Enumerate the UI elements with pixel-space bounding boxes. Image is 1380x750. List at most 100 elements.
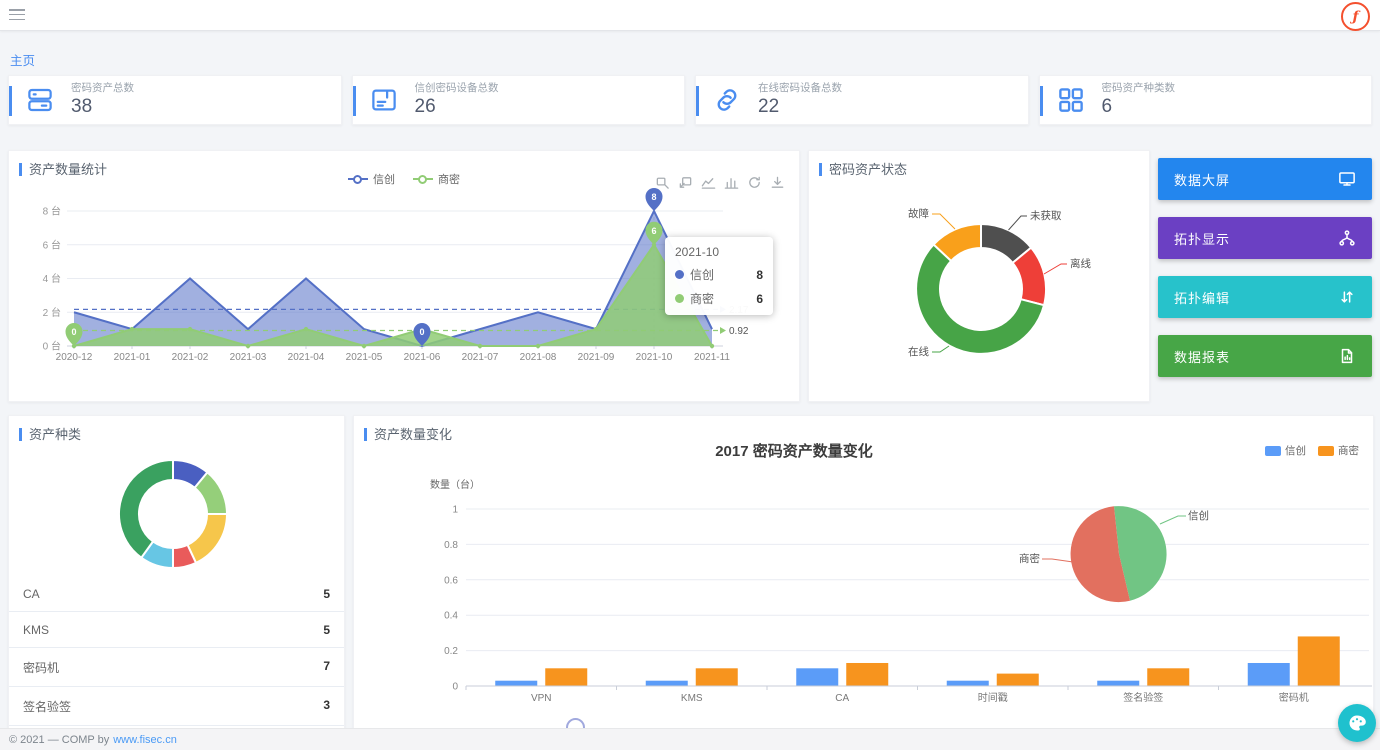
server-icon: [25, 85, 55, 115]
bar-0-0[interactable]: [495, 680, 538, 686]
svg-text:2021-09: 2021-09: [578, 352, 615, 363]
monitor-button[interactable]: 数据大屏: [1158, 158, 1372, 200]
svg-text:6 台: 6 台: [43, 238, 61, 251]
bar-1-4[interactable]: [1147, 668, 1190, 686]
button-label: 拓扑显示: [1174, 231, 1231, 247]
palette-icon: [1349, 715, 1366, 731]
asset-type-row[interactable]: 签名验签 3: [9, 687, 344, 726]
footer: © 2021 — COMP by www.fisec.cn: [0, 728, 1380, 750]
bar-legend-item-1[interactable]: 商密: [1318, 443, 1359, 458]
bar-0-2[interactable]: [796, 668, 839, 686]
stat-cards-row: 密码资产总数 38 信创密码设备总数 26 在线密码设备总数 22 密码资产种类…: [8, 75, 1372, 125]
asset-type-row[interactable]: 密码机 7: [9, 648, 344, 687]
asset-type-row[interactable]: KMS 5: [9, 612, 344, 648]
stat-value: 6: [1101, 95, 1113, 117]
stat-card-0[interactable]: 密码资产总数 38: [8, 75, 342, 125]
card-accent-bar: [1039, 86, 1043, 116]
panel-title-asset-change: 资产数量变化: [364, 424, 452, 443]
legend-item-0[interactable]: 信创: [348, 171, 395, 187]
svg-text:0.92: 0.92: [729, 326, 749, 337]
topology-icon: [1338, 229, 1356, 247]
bar-0-5[interactable]: [1247, 662, 1290, 686]
svg-text:8: 8: [651, 192, 656, 202]
asset-type-count: 5: [323, 587, 330, 601]
report-button[interactable]: 数据报表: [1158, 335, 1372, 377]
svg-text:0: 0: [452, 682, 458, 693]
pie-slice-信创[interactable]: [1114, 506, 1167, 601]
type-slice-5[interactable]: [118, 458, 174, 560]
zoom-reset-icon[interactable]: [678, 175, 693, 195]
line-chart-legend: 信创 商密: [9, 171, 799, 187]
chart-toolbox: [655, 175, 785, 195]
monitor-icon: [1338, 170, 1356, 188]
bar-1-2[interactable]: [846, 662, 889, 686]
link-icon: [712, 85, 742, 115]
legend-item-1[interactable]: 商密: [413, 171, 460, 187]
bar-1-0[interactable]: [545, 668, 588, 686]
series-dot-icon: [675, 294, 684, 303]
footer-link[interactable]: www.fisec.cn: [113, 733, 177, 746]
svg-text:故障: 故障: [908, 207, 929, 220]
svg-text:2021-02: 2021-02: [172, 352, 209, 363]
bar-0-3[interactable]: [946, 680, 989, 686]
bar-0-1[interactable]: [645, 680, 688, 686]
asset-type-name: KMS: [23, 623, 50, 637]
topology-button[interactable]: 拓扑显示: [1158, 217, 1372, 259]
stat-label: 信创密码设备总数: [414, 81, 499, 94]
app-logo[interactable]: ƒ: [1341, 2, 1370, 31]
svg-text:1: 1: [452, 505, 458, 516]
asset-status-panel: 密码资产状态 未获取 离线 在线 故障: [808, 150, 1150, 402]
top-bar: ƒ: [0, 0, 1380, 31]
grid-icon: [1056, 85, 1086, 115]
line-chart-icon[interactable]: [701, 175, 716, 195]
topology-edit-button[interactable]: 拓扑编辑: [1158, 276, 1372, 318]
bar-1-3[interactable]: [996, 673, 1039, 686]
asset-type-count: 3: [323, 698, 330, 712]
breadcrumb-home[interactable]: 主页: [10, 54, 36, 68]
bottom-row: 资产种类 CA5KMS5密码机7签名验签3时间戳4 资产数量变化 2017 密码…: [8, 415, 1374, 750]
card-accent-bar: [696, 86, 699, 116]
bar-1-1[interactable]: [695, 668, 738, 686]
tooltip-row: 信创 8: [675, 266, 763, 283]
bar-chart-title: 2017 密码资产数量变化: [715, 443, 873, 460]
tooltip-row: 商密 6: [675, 290, 763, 307]
topology-edit-icon: [1338, 288, 1356, 306]
status-slice-故障[interactable]: [932, 222, 982, 263]
bar-chart-icon[interactable]: [724, 175, 739, 195]
menu-toggle-icon[interactable]: [9, 9, 25, 21]
svg-text:2021-10: 2021-10: [636, 352, 673, 363]
bar-1-5[interactable]: [1297, 636, 1340, 686]
stat-card-2[interactable]: 在线密码设备总数 22: [695, 75, 1029, 125]
asset-change-bar-chart: 0 0.2 0.4 0.6 0.8 1 数量（台） VPN KMS CA 时间戳 签名验签 密码机 信创商…: [430, 478, 1372, 704]
series-dot-icon: [675, 270, 684, 279]
theme-palette-button[interactable]: [1338, 704, 1376, 742]
svg-text:2020-12: 2020-12: [56, 352, 93, 363]
mark-point: [645, 188, 663, 211]
svg-text:2021-01: 2021-01: [114, 352, 151, 363]
svg-text:0: 0: [71, 327, 76, 337]
asset-types-panel: 资产种类 CA5KMS5密码机7签名验签3时间戳4: [8, 415, 345, 750]
data-zoom-icon[interactable]: [655, 175, 670, 195]
stat-card-1[interactable]: 信创密码设备总数 26: [351, 75, 685, 125]
svg-text:2021-07: 2021-07: [462, 352, 499, 363]
svg-text:CA: CA: [835, 693, 849, 704]
restore-icon[interactable]: [747, 175, 762, 195]
asset-type-count: 7: [323, 659, 330, 673]
status-slice-在线[interactable]: [915, 243, 1046, 355]
svg-text:密码机: 密码机: [1279, 691, 1309, 704]
svg-text:0.6: 0.6: [444, 575, 458, 586]
asset-type-row[interactable]: CA 5: [9, 576, 344, 612]
bar-0-4[interactable]: [1097, 680, 1140, 686]
svg-text:4 台: 4 台: [43, 272, 61, 285]
download-icon[interactable]: [770, 175, 785, 195]
bar-legend-item-0[interactable]: 信创: [1265, 443, 1306, 458]
svg-text:0: 0: [419, 327, 424, 337]
stat-card-3[interactable]: 密码资产种类数 6: [1038, 75, 1372, 125]
card-accent-bar: [9, 86, 12, 116]
svg-text:0 台: 0 台: [43, 340, 61, 353]
svg-text:0.4: 0.4: [444, 611, 458, 622]
stat-label: 密码资产种类数: [1101, 81, 1176, 94]
asset-count-chart: 0 台 2 台 4 台 6 台 8 台 2020-12 2021-01 2021-02 2021…: [43, 188, 749, 363]
pie-slice-商密[interactable]: [1070, 506, 1130, 603]
